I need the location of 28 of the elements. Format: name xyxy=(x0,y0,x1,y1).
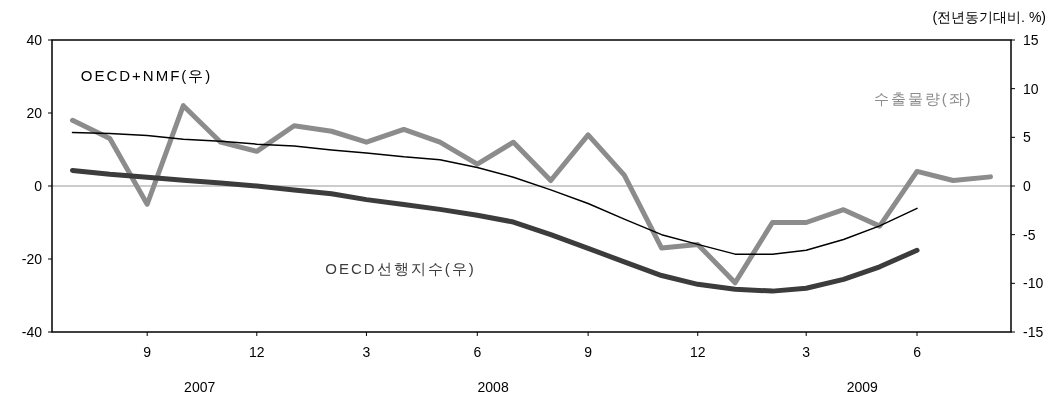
y-tick-label: -20 xyxy=(21,251,43,267)
line-series xyxy=(71,131,918,255)
x-tick-label: 9 xyxy=(143,344,152,360)
y-tick-label: 40 xyxy=(26,32,43,48)
text: OECD선행지수(우) xyxy=(325,259,476,277)
x-tick-label: 6 xyxy=(913,344,922,360)
y2-tick-label: -15 xyxy=(1023,324,1044,340)
y2-tick-label: 15 xyxy=(1023,32,1039,48)
y2-tick-label: 10 xyxy=(1023,80,1039,97)
x-tick-label: 12 xyxy=(249,344,265,360)
y2-tick-label: -5 xyxy=(1023,226,1036,243)
x-tick-label: 9 xyxy=(584,344,593,360)
y-tick-label: 20 xyxy=(26,105,43,121)
text: 수출물량(좌) xyxy=(873,90,973,108)
text: 2009 xyxy=(846,379,879,395)
x-tick-label: 3 xyxy=(802,344,811,360)
y2-tick-label: -10 xyxy=(1023,275,1044,292)
y2-tick-label: 5 xyxy=(1023,129,1031,146)
y-tick-label: -40 xyxy=(21,324,43,340)
y2-axis-title: (전년동기대비. %) xyxy=(932,9,1046,25)
text: 2008 xyxy=(477,379,509,395)
y2-tick-label: 0 xyxy=(1023,178,1031,194)
text: OECD+NMF(우) xyxy=(80,66,213,84)
x-tick-label: 12 xyxy=(689,344,706,360)
y-tick-label: 0 xyxy=(34,178,43,194)
x-tick-label: 6 xyxy=(473,344,482,360)
text: 2007 xyxy=(184,379,216,395)
x-tick-label: 3 xyxy=(362,344,371,360)
